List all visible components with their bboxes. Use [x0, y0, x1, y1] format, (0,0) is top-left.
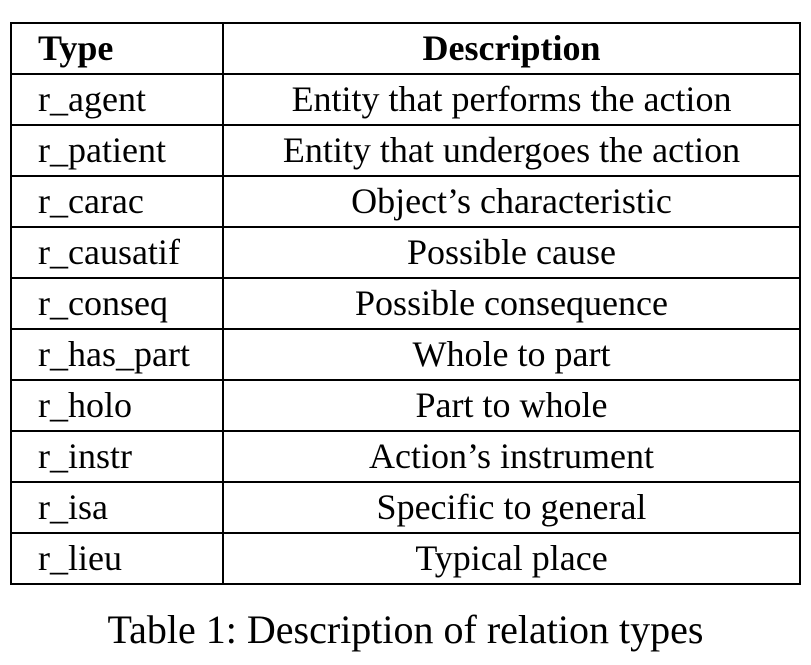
- table-row: r_isa Specific to general: [10, 481, 801, 534]
- table-caption: Table 1: Description of relation types: [107, 607, 704, 652]
- table-row: r_holo Part to whole: [10, 379, 801, 432]
- type-cell: r_patient: [10, 124, 224, 177]
- type-column-header: Type: [10, 22, 224, 75]
- type-cell: r_lieu: [10, 532, 224, 585]
- description-column-header: Description: [222, 22, 801, 75]
- type-cell: r_agent: [10, 73, 224, 126]
- type-cell: r_instr: [10, 430, 224, 483]
- relation-types-table-container: Type Description r_agent Entity that per…: [10, 22, 801, 585]
- description-cell: Entity that performs the action: [222, 73, 801, 126]
- relation-types-table: Type Description r_agent Entity that per…: [10, 22, 801, 585]
- table-body: r_agent Entity that performs the action …: [10, 73, 801, 585]
- type-cell: r_carac: [10, 175, 224, 228]
- table-row: r_conseq Possible consequence: [10, 277, 801, 330]
- description-cell: Part to whole: [222, 379, 801, 432]
- description-cell: Entity that undergoes the action: [222, 124, 801, 177]
- table-row: r_carac Object’s characteristic: [10, 175, 801, 228]
- table-row: r_causatif Possible cause: [10, 226, 801, 279]
- table-row: r_patient Entity that undergoes the acti…: [10, 124, 801, 177]
- header-row: Type Description: [10, 22, 801, 75]
- type-cell: r_causatif: [10, 226, 224, 279]
- table-row: r_lieu Typical place: [10, 532, 801, 585]
- table-row: r_agent Entity that performs the action: [10, 73, 801, 126]
- description-cell: Whole to part: [222, 328, 801, 381]
- type-cell: r_has_part: [10, 328, 224, 381]
- table-row: r_has_part Whole to part: [10, 328, 801, 381]
- table-header: Type Description: [10, 22, 801, 75]
- type-cell: r_conseq: [10, 277, 224, 330]
- description-cell: Action’s instrument: [222, 430, 801, 483]
- type-cell: r_holo: [10, 379, 224, 432]
- description-cell: Typical place: [222, 532, 801, 585]
- description-cell: Specific to general: [222, 481, 801, 534]
- description-cell: Possible consequence: [222, 277, 801, 330]
- type-cell: r_isa: [10, 481, 224, 534]
- table-row: r_instr Action’s instrument: [10, 430, 801, 483]
- description-cell: Object’s characteristic: [222, 175, 801, 228]
- description-cell: Possible cause: [222, 226, 801, 279]
